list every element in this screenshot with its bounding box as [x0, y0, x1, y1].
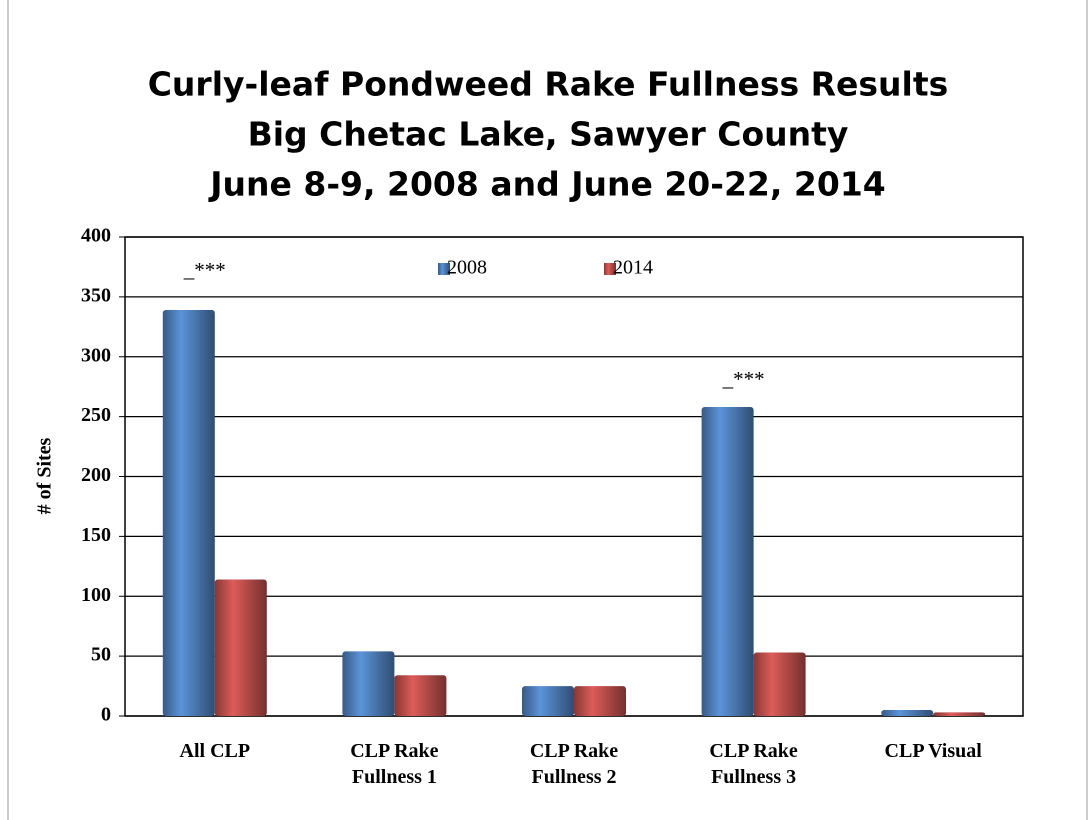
bar — [162, 310, 215, 716]
y-tick-label: 50 — [91, 644, 111, 666]
y-tick-label: 200 — [81, 464, 111, 486]
x-tick-label: CLP Rake Fullness 3 — [709, 740, 798, 788]
bar — [394, 675, 447, 716]
chart-title: Big Chetac Lake, Sawyer County — [248, 115, 849, 154]
bar — [522, 686, 574, 716]
bar — [753, 652, 806, 716]
bar — [342, 651, 395, 716]
frame — [7, 0, 1088, 820]
legend-label: 2008 — [447, 257, 487, 279]
legend-label: 2014 — [613, 257, 653, 279]
y-axis-label: # of Sites — [34, 437, 56, 514]
y-tick-label: 350 — [81, 284, 111, 306]
bar — [881, 710, 934, 716]
chart-title: June 8-9, 2008 and June 20-22, 2014 — [208, 165, 886, 204]
y-tick-label: 300 — [81, 344, 111, 366]
legend-swatch — [604, 263, 616, 275]
y-tick-label: 400 — [81, 225, 111, 247]
annotation: _*** — [183, 258, 226, 282]
bar — [214, 579, 267, 716]
x-tick-label: All CLP — [179, 740, 251, 762]
annotation: _*** — [722, 367, 765, 391]
y-tick-label: 150 — [81, 524, 111, 546]
x-tick-label: CLP Rake Fullness 2 — [529, 740, 619, 788]
bar — [574, 686, 626, 716]
chart-title: Curly-leaf Pondweed Rake Fullness Result… — [148, 65, 949, 104]
x-tick-label: CLP Rake Fullness 1 — [350, 740, 439, 788]
y-tick-label: 250 — [81, 404, 111, 426]
bar — [933, 712, 986, 716]
y-tick-label: 100 — [81, 584, 111, 606]
x-tick-label: CLP Visual — [884, 740, 982, 762]
legend-swatch — [438, 263, 450, 275]
bar — [701, 407, 754, 716]
y-tick-label: 0 — [101, 704, 111, 726]
